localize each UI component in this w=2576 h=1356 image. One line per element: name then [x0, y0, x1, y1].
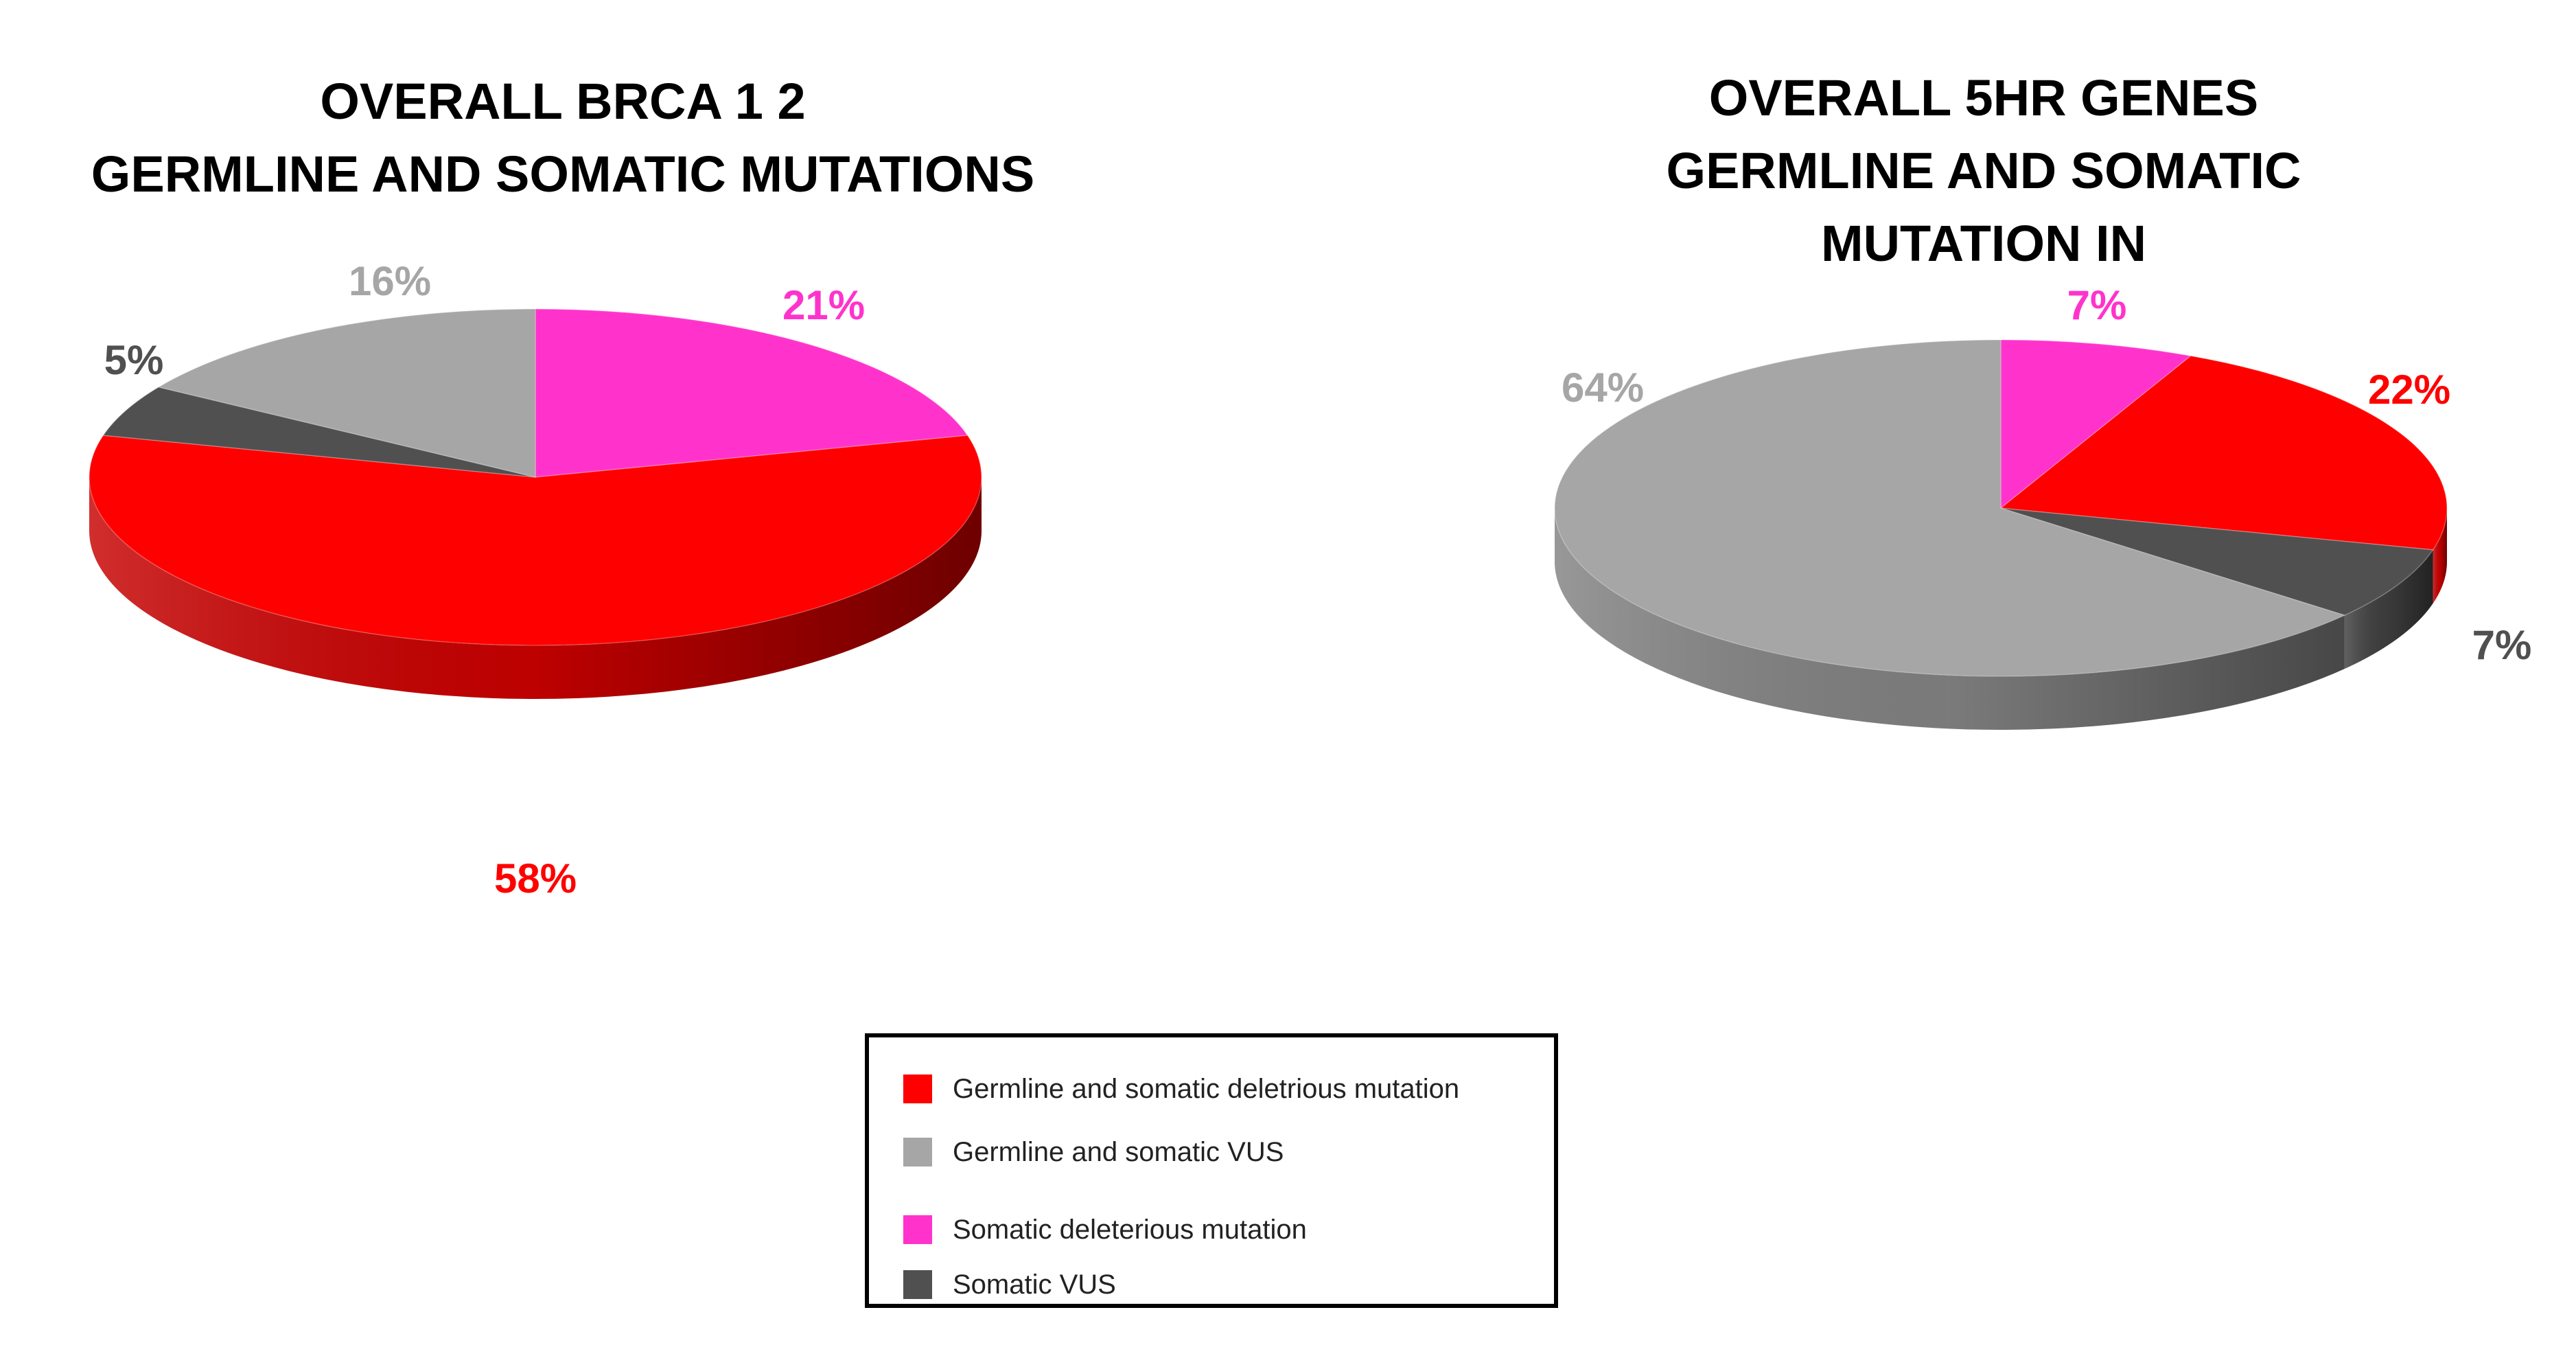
pie-slice-label: 21%	[782, 282, 865, 328]
legend-swatch	[903, 1138, 932, 1167]
pie-side-shading	[2433, 508, 2447, 604]
chart-title-line: GERMLINE AND SOMATIC	[1666, 142, 2301, 199]
legend-item-deleterious: Germline and somatic deletrious mutation	[903, 1068, 1459, 1110]
legend-item-vus: Germline and somatic VUS	[903, 1131, 1284, 1173]
pie-slice-label: 5%	[104, 337, 164, 383]
pie-slice	[157, 308, 536, 478]
pie-slice	[102, 386, 536, 478]
pie-side-shading	[89, 477, 982, 699]
legend: Germline and somatic deletrious mutation…	[865, 1033, 1558, 1308]
legend-swatch	[903, 1075, 932, 1103]
pie-chart-brca: 21% 58% 5% 16%	[89, 258, 982, 901]
pie-slice	[2000, 339, 2192, 509]
pie-side-shading	[1555, 508, 2345, 730]
legend-label: Germline and somatic deletrious mutation	[953, 1073, 1460, 1104]
legend-item-somatic-vus: Somatic VUS	[903, 1264, 1116, 1305]
legend-label: Somatic VUS	[953, 1269, 1116, 1300]
chart-title-line: OVERALL 5HR GENES	[1708, 69, 2259, 126]
pie-slice-label: 7%	[2472, 622, 2532, 668]
chart-title-line: OVERALL BRCA 1 2	[320, 73, 806, 130]
chart-title-brca: OVERALL BRCA 1 2 GERMLINE AND SOMATIC MU…	[41, 65, 1084, 211]
legend-swatch	[903, 1215, 932, 1244]
chart-title-line: GERMLINE AND SOMATIC MUTATIONS	[91, 146, 1035, 203]
pie-slice-label: 58%	[494, 855, 577, 901]
pie-slice	[2000, 507, 2434, 616]
legend-label: Somatic deleterious mutation	[953, 1214, 1307, 1245]
pie-slice	[1554, 339, 2346, 677]
pie-slice	[1999, 355, 2448, 551]
legend-item-somatic-deleterious: Somatic deleterious mutation	[903, 1209, 1307, 1250]
pie-slice-label: 16%	[349, 258, 431, 304]
chart-title-line: MUTATION IN	[1820, 215, 2147, 272]
pie-slice-label: 22%	[2368, 367, 2450, 413]
pie-slice-label: 64%	[1562, 365, 1644, 411]
chart-title-5hr: OVERALL 5HR GENES GERMLINE AND SOMATIC M…	[1565, 62, 2402, 280]
pie-side-shading	[2344, 549, 2433, 669]
legend-swatch	[903, 1270, 932, 1299]
pie-slice	[535, 308, 968, 478]
legend-label: Germline and somatic VUS	[953, 1136, 1284, 1167]
pie-slice-label: 7%	[2067, 282, 2127, 328]
pie-slice	[89, 435, 982, 646]
pie-chart-5hr: 7% 22% 7% 64%	[1554, 282, 2532, 730]
